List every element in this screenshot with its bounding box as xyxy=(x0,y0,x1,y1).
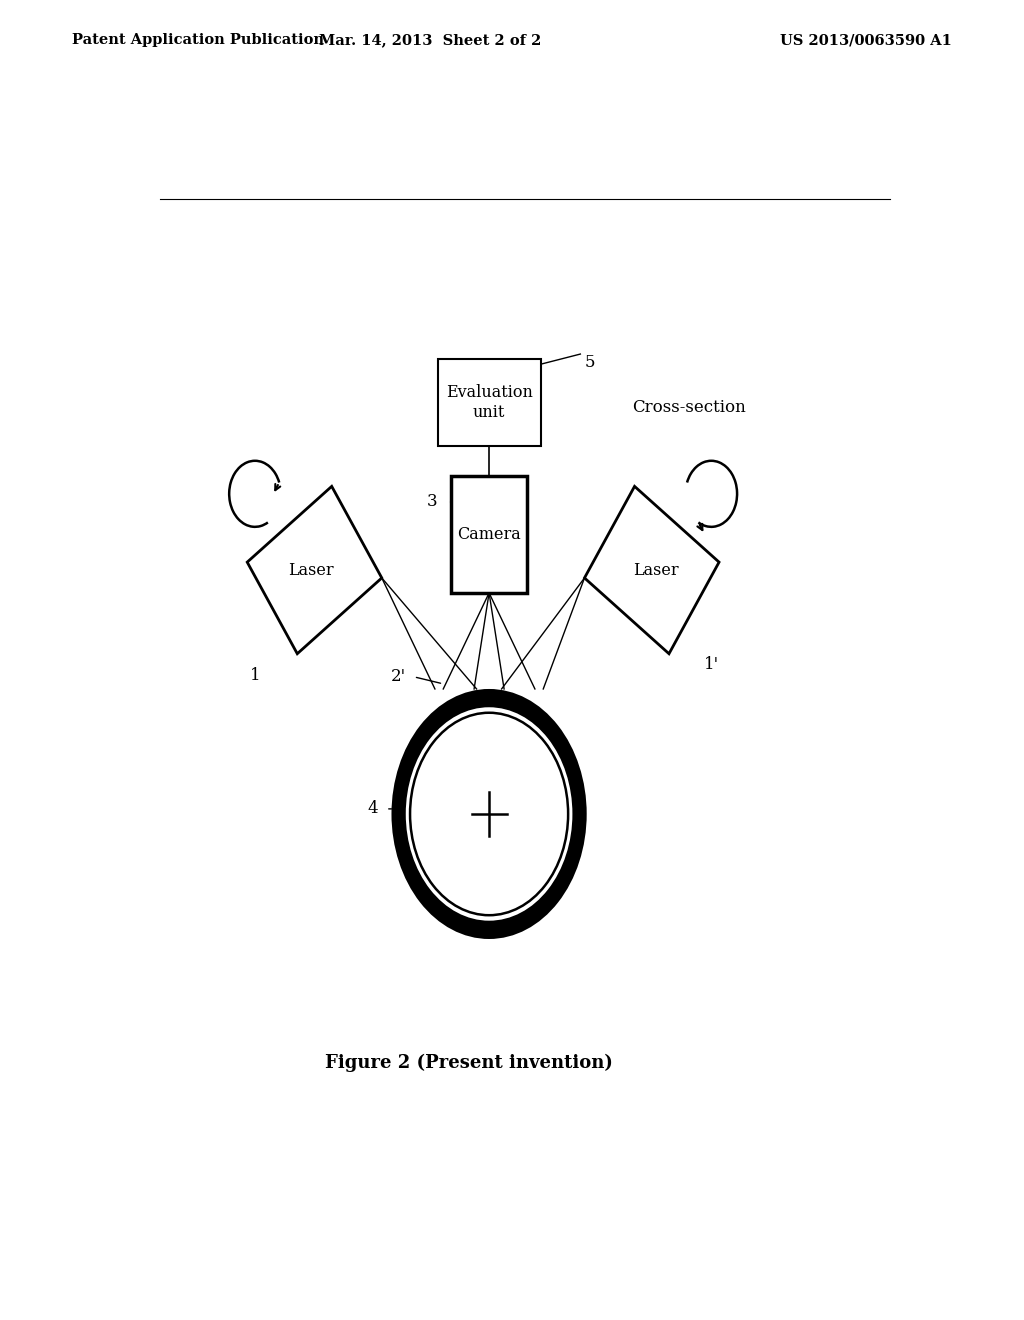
Text: 3: 3 xyxy=(426,494,437,511)
Text: Laser: Laser xyxy=(633,561,679,578)
Polygon shape xyxy=(585,486,719,653)
Text: Evaluation
unit: Evaluation unit xyxy=(445,384,532,421)
Bar xyxy=(452,477,526,593)
Text: Figure 2 (Present invention): Figure 2 (Present invention) xyxy=(326,1053,613,1072)
Circle shape xyxy=(406,708,572,921)
Text: US 2013/0063590 A1: US 2013/0063590 A1 xyxy=(780,33,952,48)
Text: Laser: Laser xyxy=(288,561,334,578)
Text: 1: 1 xyxy=(250,667,260,684)
Bar xyxy=(437,359,541,446)
Text: 4: 4 xyxy=(368,800,378,817)
Text: 2': 2' xyxy=(390,668,406,685)
Text: Camera: Camera xyxy=(457,525,521,543)
Circle shape xyxy=(410,713,568,915)
Text: 5: 5 xyxy=(585,354,595,371)
Circle shape xyxy=(391,689,587,939)
Text: Patent Application Publication: Patent Application Publication xyxy=(72,33,324,48)
Text: 1': 1' xyxy=(703,656,719,673)
Text: Cross-section: Cross-section xyxy=(632,399,745,416)
Text: Mar. 14, 2013  Sheet 2 of 2: Mar. 14, 2013 Sheet 2 of 2 xyxy=(318,33,542,48)
Polygon shape xyxy=(247,486,382,653)
